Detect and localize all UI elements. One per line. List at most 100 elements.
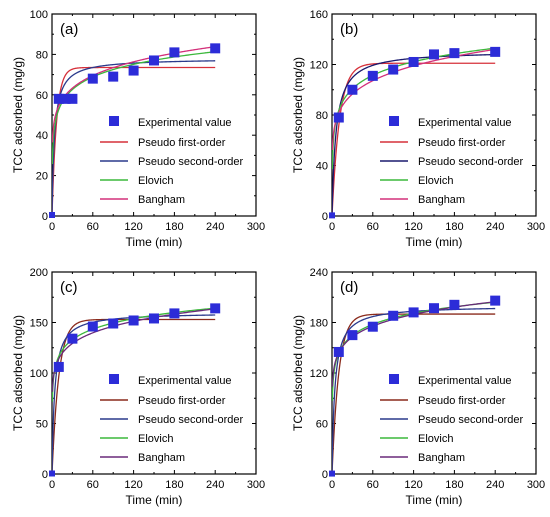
legend-label: Elovich: [418, 175, 453, 187]
x-tick-label: 60: [87, 479, 99, 491]
x-tick-label: 300: [247, 479, 265, 491]
panel-d: 0 60 120 180 240 300 0 60 120 180 240 Time (min) TCC…: [291, 267, 545, 507]
legend-label: Bangham: [418, 452, 465, 464]
panel-c: 0 60 120 180 240 300 0 50 100 150 200 Time (min) TCC…: [11, 267, 265, 507]
data-point: [367, 321, 378, 332]
y-tick-label: 40: [36, 130, 48, 142]
x-tick-label: 60: [367, 221, 379, 233]
data-point: [87, 73, 98, 84]
x-tick-label: 120: [124, 479, 142, 491]
y-tick-label: 120: [310, 60, 328, 72]
curve-pso: [332, 53, 496, 216]
data-point: [347, 84, 358, 95]
x-tick-label: 0: [329, 221, 335, 233]
y-tick-label: 240: [310, 267, 328, 279]
x-tick-label: 180: [445, 221, 463, 233]
legend-label: Pseudo first-order: [418, 137, 506, 149]
data-point: [490, 46, 501, 57]
y-tick-label: 20: [36, 171, 48, 183]
data-point: [347, 330, 358, 341]
data-point: [210, 303, 221, 314]
x-tick-label: 120: [404, 221, 422, 233]
data-point: [388, 310, 399, 321]
panel-label: (d): [340, 279, 358, 296]
data-point: [149, 313, 159, 324]
panel-label: (a): [60, 21, 78, 38]
y-axis-label: TCC adsorbed (mg/g): [291, 57, 305, 173]
data-point: [490, 295, 501, 306]
panel-a: 0 60 120 180 240 300 0 20 40 60 80 100 Time (min) TCC…: [11, 9, 265, 249]
x-axis-label: Time (min): [406, 493, 463, 507]
legend-label: Experimental value: [138, 117, 232, 129]
legend-label: Experimental value: [418, 117, 512, 129]
legend-label: Elovich: [138, 175, 173, 187]
x-tick-label: 120: [404, 479, 422, 491]
x-tick-label: 240: [206, 479, 224, 491]
y-tick-label: 40: [316, 161, 328, 173]
y-tick-label: 60: [36, 90, 48, 102]
y-tick-label: 0: [42, 211, 48, 223]
data-points: [329, 295, 501, 477]
y-tick-label: 0: [322, 211, 328, 223]
legend: Experimental value Pseudo first-order Pseu…: [100, 116, 244, 206]
legend-label: Bangham: [138, 194, 185, 206]
curve-pso: [52, 60, 216, 216]
data-point: [329, 212, 335, 219]
x-tick-label: 0: [329, 479, 335, 491]
data-point: [169, 47, 180, 58]
data-point: [53, 361, 64, 372]
model-curves: [332, 47, 496, 216]
y-tick-label: 180: [310, 318, 328, 330]
data-points: [49, 43, 221, 218]
data-point: [333, 346, 344, 357]
data-point: [388, 64, 399, 75]
legend-label: Bangham: [138, 452, 185, 464]
x-axis-label: Time (min): [126, 235, 183, 249]
x-axis-label: Time (min): [126, 493, 183, 507]
x-tick-label: 300: [527, 479, 545, 491]
data-point: [67, 93, 78, 104]
legend: Experimental value Pseudo first-order Pseu…: [100, 374, 244, 464]
panel-label: (c): [60, 279, 78, 296]
legend-marker: [389, 116, 399, 126]
data-point: [408, 307, 419, 318]
y-tick-label: 150: [30, 318, 48, 330]
legend-marker: [389, 374, 399, 384]
y-axis-label: TCC adsorbed (mg/g): [291, 315, 305, 431]
data-point: [333, 112, 344, 123]
legend-label: Elovich: [418, 433, 453, 445]
y-tick-label: 80: [36, 49, 48, 61]
y-tick-label: 80: [316, 110, 328, 122]
legend: Experimental value Pseudo first-order Pseu…: [380, 116, 524, 206]
data-point: [53, 93, 64, 104]
data-point: [49, 470, 55, 477]
data-point: [367, 70, 378, 81]
legend-label: Pseudo second-order: [418, 156, 524, 168]
x-tick-label: 120: [124, 221, 142, 233]
panel-label: (b): [340, 21, 358, 38]
data-point: [429, 303, 439, 314]
data-point: [149, 55, 159, 66]
x-tick-label: 60: [87, 221, 99, 233]
x-tick-label: 180: [165, 479, 183, 491]
legend-label: Pseudo second-order: [138, 414, 244, 426]
data-point: [449, 48, 460, 59]
legend-label: Pseudo first-order: [418, 395, 506, 407]
legend-label: Pseudo first-order: [138, 137, 226, 149]
x-tick-label: 180: [165, 221, 183, 233]
legend: Experimental value Pseudo first-order Pseu…: [380, 374, 524, 464]
data-point: [108, 318, 119, 329]
x-tick-label: 240: [206, 221, 224, 233]
x-tick-label: 240: [486, 221, 504, 233]
y-tick-label: 200: [30, 267, 48, 279]
legend-marker: [109, 374, 119, 384]
data-point: [210, 43, 221, 54]
legend-label: Experimental value: [418, 375, 512, 387]
x-tick-label: 300: [247, 221, 265, 233]
legend-label: Elovich: [138, 433, 173, 445]
y-tick-label: 0: [322, 469, 328, 481]
x-tick-label: 180: [445, 479, 463, 491]
data-points: [49, 303, 221, 477]
data-points: [329, 46, 501, 219]
